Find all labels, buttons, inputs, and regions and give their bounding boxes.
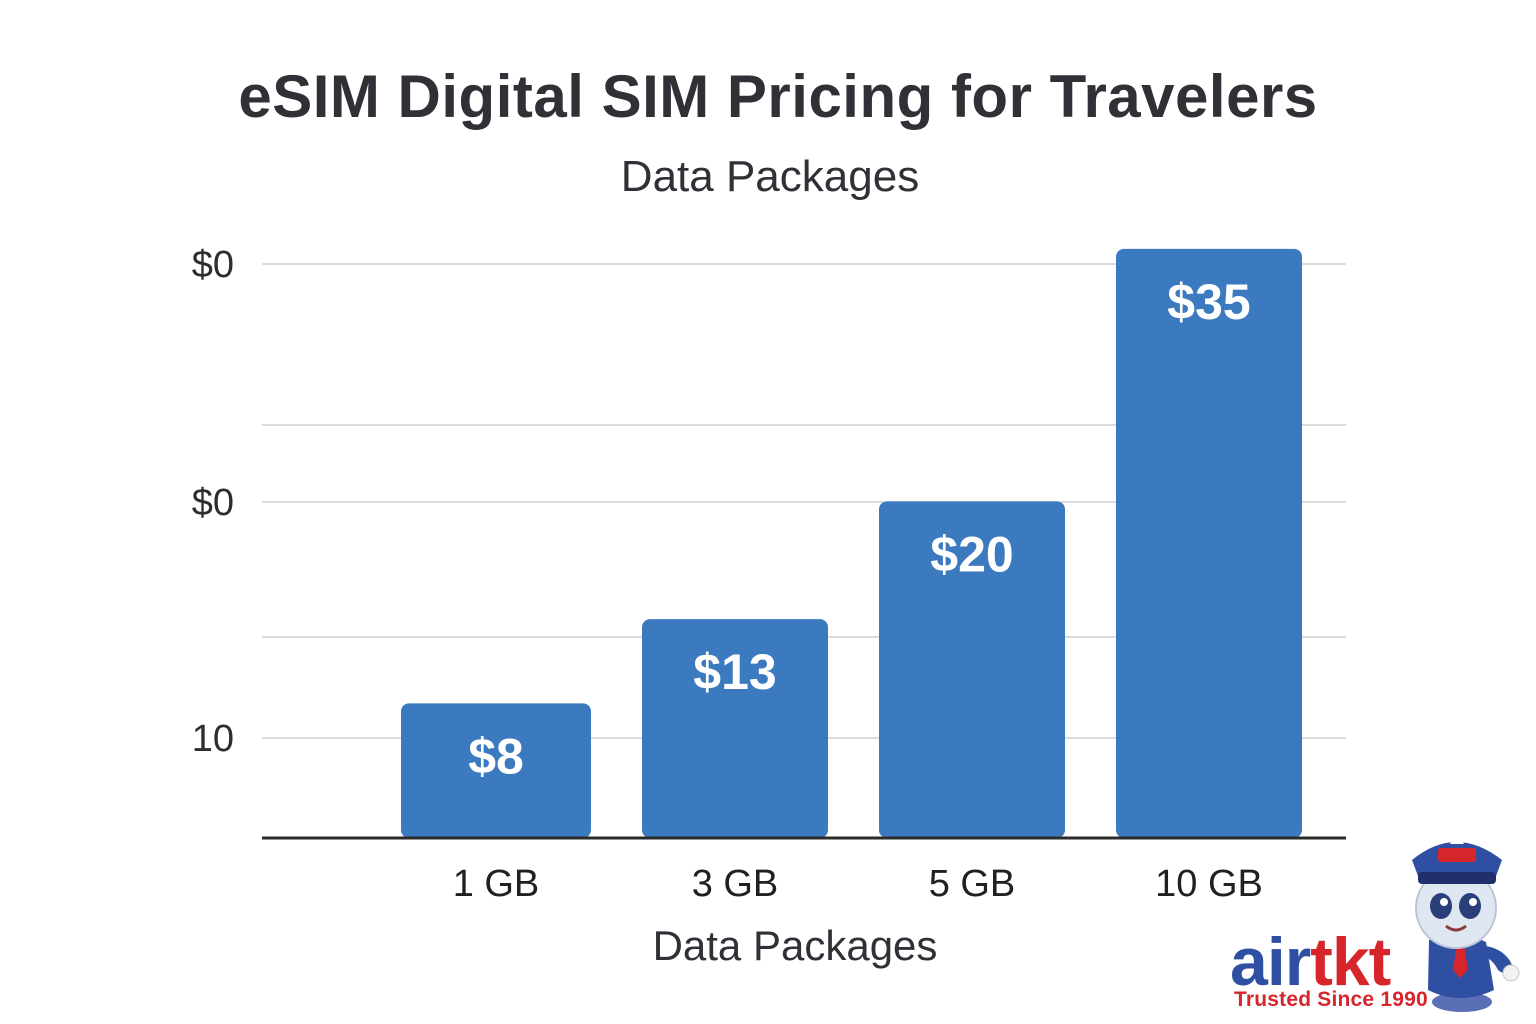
bar-data-label: $8 — [468, 728, 524, 784]
chart-subtitle: Data Packages — [620, 152, 920, 201]
bar — [1116, 248, 1302, 839]
y-tick-label: 10 — [192, 718, 234, 760]
x-tick-label: 1 GB — [453, 863, 540, 905]
x-tick-label: 10 GB — [1155, 863, 1263, 905]
bar-data-label: $35 — [1167, 274, 1250, 330]
x-tick-label: 5 GB — [929, 863, 1016, 905]
bars — [401, 248, 1302, 839]
pilot-mascot-icon — [1412, 832, 1520, 1012]
bar-data-label: $20 — [930, 526, 1013, 582]
chart-title: eSIM Digital SIM Pricing for Travelers — [238, 63, 1318, 130]
y-axis-ticks: 10 $0 $0 — [192, 244, 234, 760]
y-tick-label: $0 — [192, 244, 234, 286]
bar — [879, 501, 1065, 838]
bar — [642, 619, 828, 838]
x-tick-label: 3 GB — [692, 863, 779, 905]
logo-tagline: Trusted Since 1990 — [1234, 988, 1428, 1011]
data-labels: $8 $13 $20 $35 — [468, 274, 1251, 784]
y-tick-label: $0 — [192, 482, 234, 524]
x-axis-label: Data Packages — [652, 922, 938, 969]
bar — [401, 703, 591, 838]
airtkt-logo: airtkt Trusted Since 1990 — [1224, 820, 1524, 1016]
logo-wordmark: airtkt — [1230, 924, 1391, 1000]
bar-data-label: $13 — [693, 644, 776, 700]
x-axis-ticks: 1 GB 3 GB 5 GB 10 GB — [453, 863, 1263, 905]
